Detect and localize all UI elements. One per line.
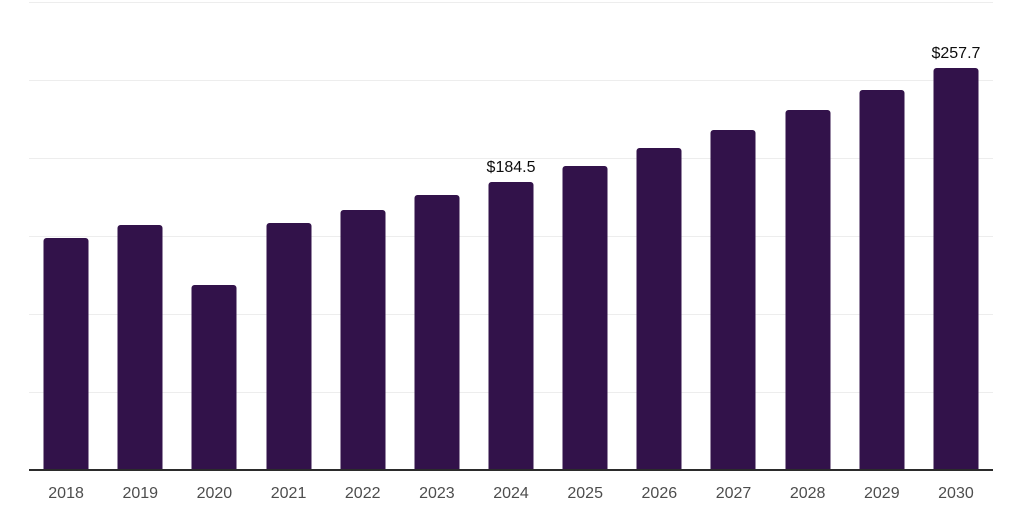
bar-2030 — [933, 68, 979, 470]
gridline-200 — [29, 157, 993, 159]
bar-value-label-2024: $184.5 — [486, 159, 536, 177]
bar-value-label-2030: $257.7 — [931, 45, 981, 62]
bar-2019 — [117, 224, 163, 470]
bar-slot-2025 — [548, 2, 622, 470]
bar-2026 — [636, 148, 682, 470]
bar-slot-2027 — [696, 2, 770, 470]
x-axis-tick-label-2029: 2029 — [864, 485, 900, 502]
x-axis-tick-label-2022: 2022 — [344, 485, 381, 502]
x-axis-tick-label-2030: 2030 — [938, 485, 974, 502]
x-axis-tick-label-2023: 2023 — [419, 485, 455, 502]
x-axis-tick-label-2028: 2028 — [789, 485, 826, 502]
bar-slot-2022 — [326, 2, 400, 470]
x-axis-line — [29, 469, 993, 471]
bar-2020 — [191, 284, 237, 470]
bar-slot-2020 — [177, 2, 251, 470]
bar-2025 — [562, 165, 608, 470]
bar-2029 — [859, 89, 905, 470]
x-axis-tick-label-2018: 2018 — [48, 485, 84, 502]
gridline-300 — [29, 2, 993, 3]
bar-2021 — [266, 223, 312, 470]
bar-2024 — [488, 182, 534, 470]
x-axis-tick-label-2021: 2021 — [270, 485, 307, 502]
x-axis-tick-label-2020: 2020 — [196, 485, 233, 502]
x-axis-tick-label-2027: 2027 — [715, 485, 752, 502]
x-axis-tick-label-2026: 2026 — [641, 485, 678, 502]
x-axis-labels: 2018 2019 2020 2021 2022 2023 2024 2025 2026 2027… — [29, 484, 993, 503]
bar-2028 — [785, 110, 831, 470]
bar-slot-2018 — [29, 2, 103, 470]
x-axis-tick-label-2025: 2025 — [567, 485, 603, 502]
x-axis-tick-label-2019: 2019 — [122, 485, 159, 502]
bar-2018 — [43, 238, 89, 470]
bar-slot-2024: $184.5 — [474, 2, 548, 470]
x-axis-tick-label-2024: 2024 — [493, 485, 529, 502]
bar-slot-2030: $257.7 — [919, 2, 993, 470]
bar-slot-2029 — [845, 2, 919, 470]
gridline-250 — [29, 79, 993, 81]
plot-area: $184.5 $257.7 — [29, 2, 993, 470]
bar-slot-2026 — [622, 2, 696, 470]
bar-slot-2021 — [251, 2, 325, 470]
bar-2027 — [710, 129, 756, 470]
bar-2023 — [414, 195, 460, 470]
bars-container: $184.5 $257.7 — [29, 2, 993, 470]
bar-slot-2023 — [400, 2, 474, 470]
bar-slot-2028 — [771, 2, 845, 470]
bar-2022 — [340, 210, 386, 470]
bar-slot-2019 — [103, 2, 177, 470]
